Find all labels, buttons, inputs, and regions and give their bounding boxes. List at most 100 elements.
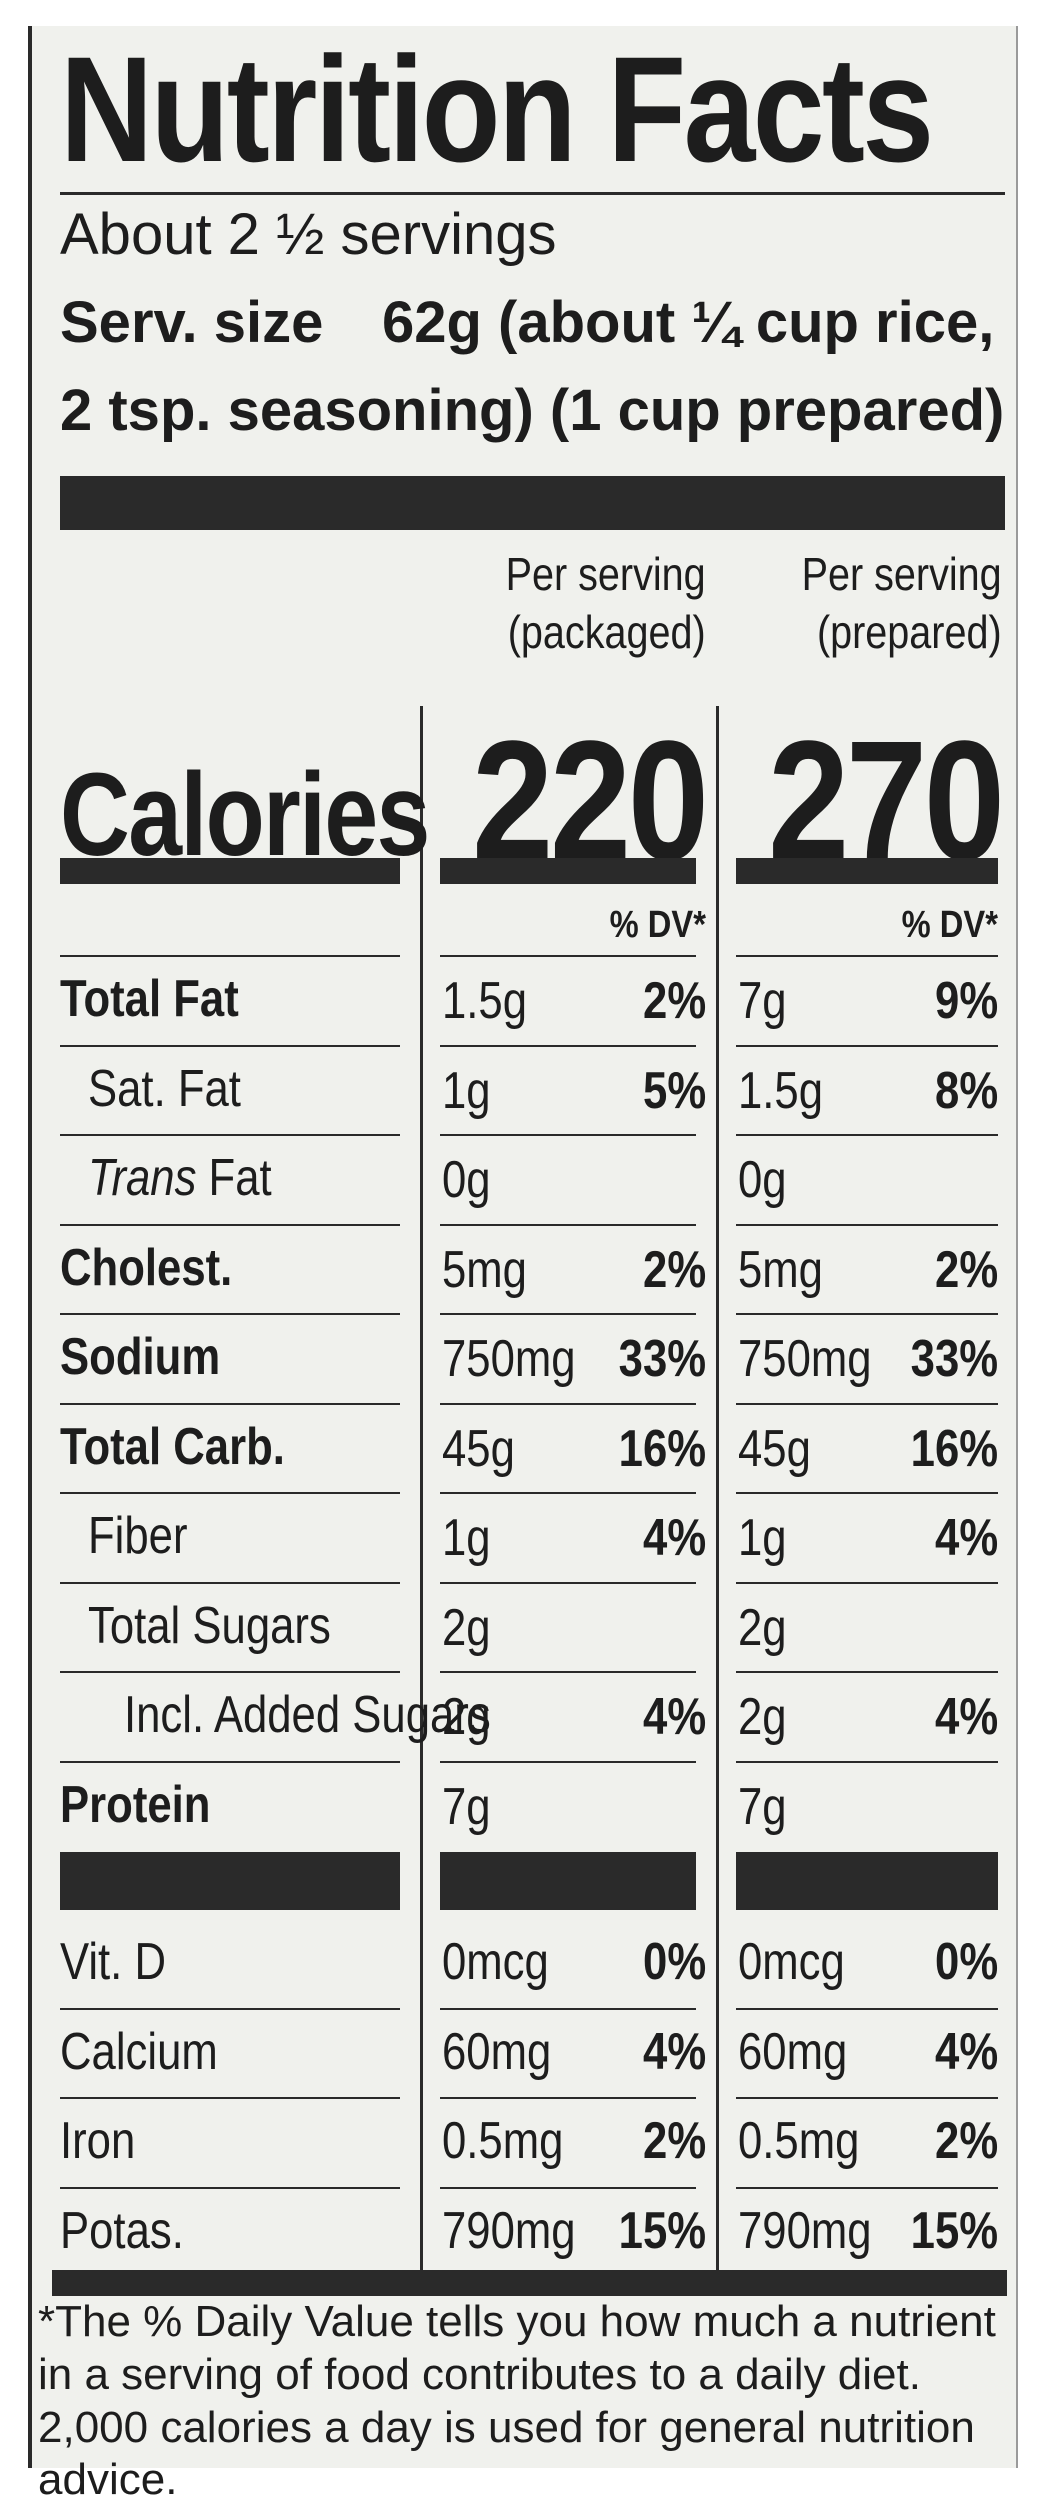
label-title: Nutrition Facts: [60, 25, 934, 193]
vitamin-label: Calcium: [60, 2022, 218, 2081]
prepared-amount: 2g: [738, 1598, 787, 1657]
row-divider: [736, 1134, 998, 1136]
prepared-dv: 2%: [934, 2112, 998, 2170]
row-divider: [60, 1760, 400, 1763]
nutrient-label: Incl. Added Sugars: [124, 1686, 491, 1744]
col-packaged-header-line2: (packaged): [508, 605, 706, 658]
thick-bar-top: [60, 476, 1005, 530]
row-divider: [440, 1671, 696, 1673]
row-divider: [60, 955, 400, 957]
calories-label: Calories: [60, 749, 430, 881]
vitamin-divider: [440, 2007, 696, 2010]
packaged-amount: 790mg: [442, 2201, 576, 2260]
serving-size-label: Serv. size: [60, 290, 324, 355]
prepared-amount: 790mg: [738, 2201, 872, 2260]
row-divider: [736, 955, 998, 957]
packaged-amount: 1g: [442, 1509, 491, 1567]
packaged-amount: 2g: [442, 1688, 491, 1746]
dv-header-prepared: % DV*: [901, 904, 998, 946]
packaged-dv: 2%: [642, 972, 706, 1030]
packaged-dv: 4%: [642, 2022, 706, 2081]
prepared-dv: 33%: [910, 1330, 998, 1388]
packaged-dv: 0%: [642, 1933, 706, 1991]
row-divider: [440, 1044, 696, 1047]
vitamin-label: Iron: [60, 2112, 136, 2170]
col-packaged-header-line1: Per serving: [505, 548, 706, 600]
packaged-dv: 5%: [642, 1061, 706, 1120]
row-divider: [736, 1671, 998, 1673]
vitamin-divider: [60, 2007, 400, 2010]
prepared-dv: 4%: [934, 1688, 998, 1746]
row-divider: [736, 1044, 998, 1047]
footnote: *The % Daily Value tells you how much a …: [38, 2297, 996, 2505]
col-prepared-header: Per serving (prepared): [802, 546, 1002, 661]
vitamin-divider: [736, 2097, 998, 2099]
prepared-amount: 0.5mg: [738, 2112, 860, 2170]
prepared-dv: 8%: [934, 1061, 998, 1120]
prepared-amount: 1g: [738, 1509, 787, 1567]
servings-per-container: About 2 ½ servings: [60, 202, 557, 267]
serving-size-value: 62g (about ¼ cup rice,: [382, 290, 995, 355]
nutrient-label: Total Fat: [60, 970, 239, 1028]
nutrient-label: Sat. Fat: [88, 1059, 241, 1118]
calories-prepared: 270: [768, 706, 1005, 896]
vitamin-divider: [736, 2186, 998, 2189]
row-divider: [440, 1492, 696, 1494]
row-divider: [736, 1492, 998, 1494]
packaged-dv: 2%: [642, 1240, 706, 1299]
packaged-dv: 16%: [618, 1419, 706, 1478]
packaged-dv: 2%: [642, 2112, 706, 2170]
nutrient-label-rest: Fat: [196, 1149, 272, 1207]
vitamin-bar-3: [736, 1852, 998, 1910]
row-divider: [440, 955, 696, 957]
nutrient-label: Total Sugars: [88, 1596, 331, 1655]
nutrient-label: Cholest.: [60, 1238, 233, 1297]
row-divider: [736, 1760, 998, 1763]
title-rule: [60, 192, 1005, 195]
nutrient-label-italic: Trans: [88, 1149, 197, 1207]
packaged-amount: 1.5g: [442, 972, 528, 1030]
prepared-amount: 0mcg: [738, 1933, 845, 1991]
packaged-dv: 4%: [642, 1509, 706, 1567]
row-divider: [440, 1581, 696, 1584]
packaged-amount: 60mg: [442, 2022, 552, 2081]
vitamin-label: Potas.: [60, 2201, 184, 2260]
row-divider: [440, 1402, 696, 1405]
prepared-amount: 5mg: [738, 1240, 823, 1299]
vitamin-divider: [60, 2186, 400, 2189]
nutrient-label: Sodium: [60, 1328, 221, 1386]
row-divider: [60, 1581, 400, 1584]
column-divider-1: [420, 706, 423, 2291]
vitamin-divider: [60, 2097, 400, 2099]
nutrient-label: Protein: [60, 1775, 211, 1834]
prepared-amount: 60mg: [738, 2022, 848, 2081]
vitamin-divider: [440, 2097, 696, 2099]
row-divider: [60, 1223, 400, 1226]
row-divider: [736, 1223, 998, 1226]
row-divider: [60, 1134, 400, 1136]
packaged-amount: 7g: [442, 1777, 491, 1836]
prepared-dv: 16%: [910, 1419, 998, 1478]
packaged-amount: 0mcg: [442, 1933, 549, 1991]
column-divider-2: [716, 706, 719, 2291]
row-divider: [60, 1671, 400, 1673]
thick-bar-bottom: [52, 2270, 1007, 2296]
prepared-amount: 45g: [738, 1419, 811, 1478]
prepared-dv: 0%: [934, 1933, 998, 1991]
packaged-dv: 15%: [618, 2201, 706, 2260]
nutrient-label: Total Carb.: [60, 1417, 285, 1476]
serving-size-value-2: 2 tsp. seasoning) (1 cup prepared): [60, 378, 1005, 443]
prepared-dv: 2%: [934, 1240, 998, 1299]
packaged-dv: 33%: [618, 1330, 706, 1388]
calories-packaged: 220: [472, 706, 709, 896]
calories-bar-2: [440, 858, 696, 884]
row-divider: [60, 1402, 400, 1405]
row-divider: [60, 1492, 400, 1494]
col-packaged-header: Per serving (packaged): [506, 546, 706, 661]
col-prepared-header-line1: Per serving: [801, 548, 1002, 600]
packaged-amount: 5mg: [442, 1240, 527, 1299]
prepared-amount: 750mg: [738, 1330, 872, 1388]
row-divider: [736, 1581, 998, 1584]
prepared-amount: 0g: [738, 1151, 787, 1209]
packaged-amount: 0g: [442, 1151, 491, 1209]
